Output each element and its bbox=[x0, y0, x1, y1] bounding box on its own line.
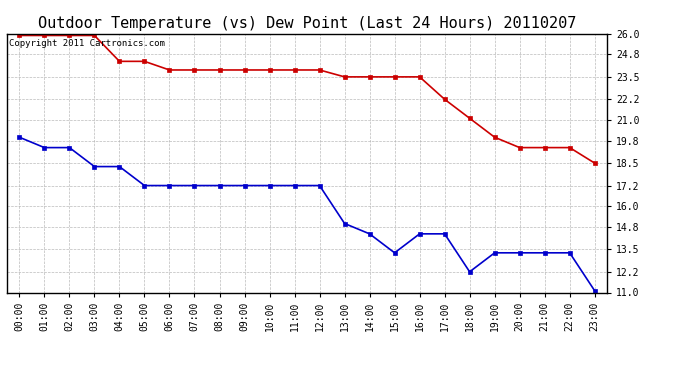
Text: Copyright 2011 Cartronics.com: Copyright 2011 Cartronics.com bbox=[9, 39, 165, 48]
Title: Outdoor Temperature (vs) Dew Point (Last 24 Hours) 20110207: Outdoor Temperature (vs) Dew Point (Last… bbox=[38, 16, 576, 31]
